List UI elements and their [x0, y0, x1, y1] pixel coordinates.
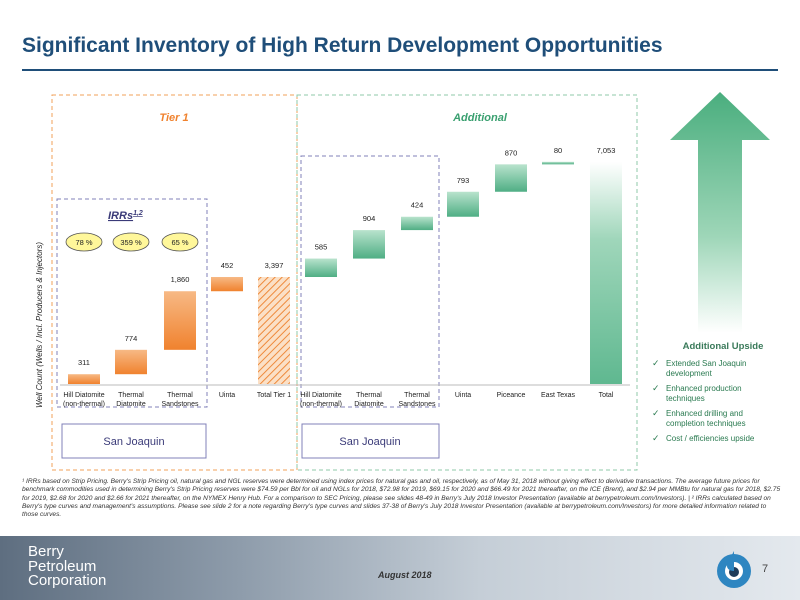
irr-frame	[56, 198, 208, 408]
irr-value: 65 %	[171, 238, 188, 247]
tier1-frame	[51, 94, 298, 471]
category-label: Piceance	[497, 392, 526, 399]
bar	[353, 230, 385, 259]
category-label: Hill Diatomite (non-thermal)	[300, 392, 342, 408]
category-label: Thermal Sandstones	[399, 392, 436, 408]
upside-item-label: Extended San Joaquin development	[666, 359, 747, 378]
logo-line: Berry	[28, 543, 64, 560]
bars	[68, 161, 622, 384]
irr-oval	[65, 232, 103, 252]
upside-item-label: Enhanced production techniques	[666, 384, 742, 403]
category-label: Thermal Diatomite	[116, 392, 146, 408]
category-label: Uinta	[219, 392, 235, 399]
category-label: Thermal Diatomite	[354, 392, 384, 408]
category-label: Hill Diatomite (non-thermal)	[63, 392, 105, 408]
category-label: Thermal Sandstones	[162, 392, 199, 408]
bar	[447, 191, 479, 217]
data-label: 7,053	[597, 146, 616, 155]
data-label: 774	[125, 334, 138, 343]
check-icon: ✓	[652, 383, 660, 393]
bar	[495, 164, 527, 192]
data-label: 1,860	[171, 275, 190, 284]
data-label: 585	[315, 243, 328, 252]
irr-value: 78 %	[75, 238, 92, 247]
upside-item-label: Enhanced drilling and completion techniq…	[666, 409, 746, 428]
bar	[164, 291, 196, 350]
droplet-logo-icon	[717, 551, 751, 588]
upside-item: ✓ Enhanced drilling and completion techni…	[648, 408, 778, 429]
upside-item: ✓ Extended San Joaquin development	[648, 358, 778, 379]
logo-line: Corporation	[28, 572, 107, 589]
footer-bar	[0, 536, 800, 600]
upside-item: ✓ Enhanced production techniques	[648, 383, 778, 404]
title-divider	[22, 69, 778, 71]
check-icon: ✓	[652, 433, 660, 443]
irr-label: IRRs1,2	[108, 210, 143, 222]
page-title: Significant Inventory of High Return Dev…	[22, 34, 663, 57]
upside-title: Additional Upside	[682, 341, 764, 352]
additional-region-label: San Joaquin	[339, 436, 400, 448]
irr-value: 359 %	[120, 238, 142, 247]
category-labels: Hill Diatomite (non-thermal) Thermal Diatom…	[63, 392, 614, 408]
bar	[401, 216, 433, 231]
irr-oval	[112, 232, 150, 252]
additional-san-joaquin-frame	[300, 155, 440, 408]
upside-item-label: Cost / efficiencies upside	[666, 434, 755, 443]
irr-ovals: 78 % 359 % 65 %	[65, 232, 199, 252]
category-label: Total Tier 1	[257, 392, 291, 399]
tier1-region-box	[61, 423, 207, 459]
waterfall-chart: Tier 1 Additional IRRs1,2 78 % 359 % 65 % …	[35, 92, 770, 471]
upside-item: ✓ Cost / efficiencies upside	[648, 433, 778, 444]
y-axis-label: Well Count (Wells / Incl. Producers & In…	[35, 242, 44, 408]
category-label: Uinta	[455, 392, 471, 399]
bar	[115, 349, 147, 375]
tier1-region-label: San Joaquin	[103, 436, 164, 448]
bar	[258, 276, 290, 384]
additional-frame	[296, 94, 638, 471]
check-icon: ✓	[652, 358, 660, 368]
data-label: 452	[221, 261, 234, 270]
category-label: East Texas	[541, 392, 576, 399]
category-label: Total	[599, 392, 614, 399]
additional-upside-panel: Additional Upside ✓ Extended San Joaquin …	[648, 340, 800, 449]
group-label-additional: Additional	[452, 112, 508, 124]
presentation-date: August 2018	[378, 570, 432, 580]
bar	[211, 276, 243, 292]
irr-oval	[161, 232, 199, 252]
data-label: 424	[411, 201, 424, 210]
company-logo: Berry Petroleum Corporation	[28, 543, 107, 589]
data-label: 80	[554, 146, 562, 155]
footnote: ¹ IRRs based on Strip Pricing. Berry's S…	[22, 478, 781, 519]
bar	[305, 258, 337, 277]
irr-label-text: IRRs	[108, 210, 133, 222]
data-label: 311	[78, 358, 90, 367]
data-label: 793	[457, 176, 470, 185]
logo-line: Petroleum	[28, 557, 97, 575]
upside-list: ✓ Extended San Joaquin development ✓ Enhan…	[648, 358, 800, 444]
upside-arrow-icon	[670, 92, 770, 333]
page-number: 7	[762, 563, 769, 575]
data-label: 3,397	[265, 261, 284, 270]
data-label: 904	[363, 214, 376, 223]
group-label-tier1: Tier 1	[159, 112, 188, 124]
irr-label-superscript: 1,2	[133, 210, 143, 217]
check-icon: ✓	[652, 408, 660, 418]
bar	[590, 161, 622, 384]
bar	[542, 161, 574, 165]
data-label: 870	[505, 148, 518, 157]
additional-region-box	[301, 423, 440, 459]
value-labels: 311 774 1,860 452 3,397 585 904 424 793 870 80 7,05…	[78, 146, 615, 367]
bar	[68, 374, 100, 384]
